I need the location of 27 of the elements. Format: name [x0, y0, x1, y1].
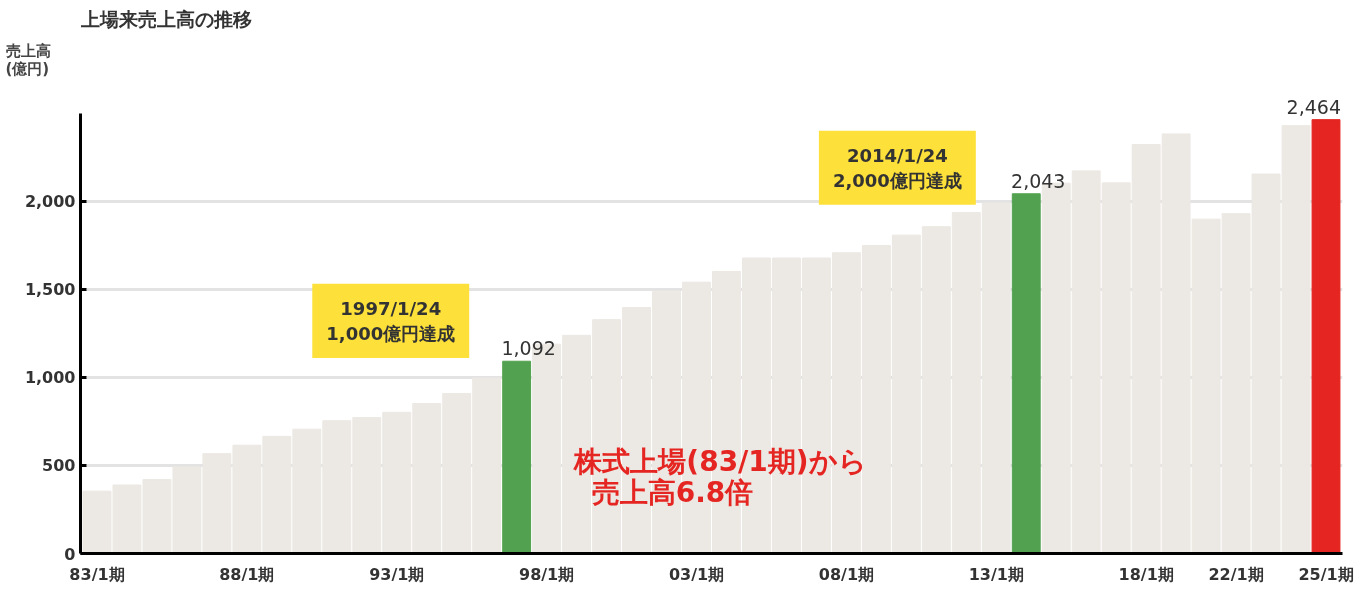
y-axis-title: 売上高 (億円)	[5, 41, 51, 78]
x-tick-label: 08/1期	[818, 564, 875, 584]
bar	[1011, 193, 1041, 554]
x-tick-label: 25/1期	[1298, 564, 1354, 584]
x-tick-label: 03/1期	[668, 564, 725, 584]
annotation: 1997/1/24 1,000億円達成	[326, 297, 456, 345]
data-label: 1,092	[501, 337, 556, 360]
x-tick-label: 13/1期	[968, 564, 1024, 584]
bar	[502, 360, 532, 554]
x-tick-label: 22/1期	[1208, 564, 1264, 584]
x-tick-label: 93/1期	[369, 564, 425, 584]
y-tick-label: 500	[42, 456, 76, 476]
bar	[1311, 119, 1341, 554]
x-tick-label: 98/1期	[519, 564, 575, 584]
y-tick-label: 2,000	[24, 192, 76, 212]
chart-title: 上場来売上高の推移	[79, 7, 252, 30]
y-tick-label: 0	[64, 544, 76, 564]
data-label: 2,464	[1286, 95, 1342, 118]
annotation: 株式上場(83/1期)から	[573, 444, 867, 478]
annotation: 売上高6.8倍	[591, 476, 754, 510]
annotation: 2014/1/24 2,000億円達成	[832, 144, 962, 191]
x-tick-label: 83/1期	[69, 564, 125, 584]
y-tick-label: 1,000	[24, 368, 76, 388]
x-tick-label: 18/1期	[1118, 564, 1174, 584]
data-label: 2,043	[1011, 169, 1066, 192]
x-tick-label: 88/1期	[219, 564, 275, 584]
y-tick-label: 1,500	[24, 280, 76, 300]
